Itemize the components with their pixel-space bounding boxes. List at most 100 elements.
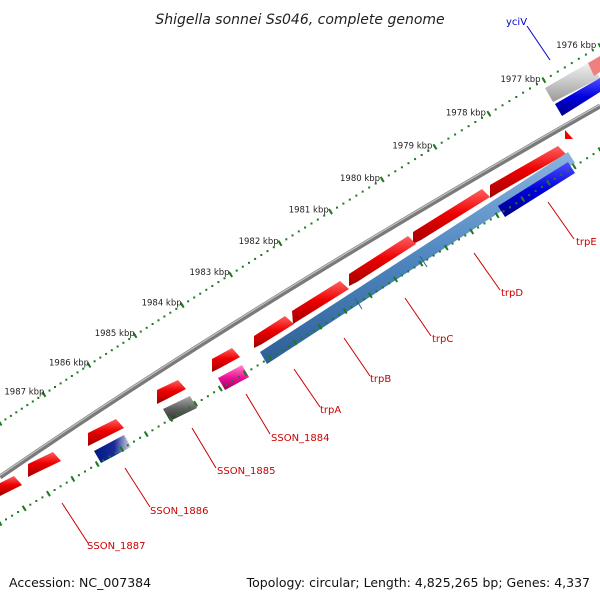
feature-divider xyxy=(419,255,428,268)
gene-label-trpB[interactable]: trpB xyxy=(370,374,391,385)
cds-arrow[interactable] xyxy=(292,281,349,324)
scale-dot xyxy=(300,337,303,340)
scale-dot xyxy=(163,421,166,424)
scale-dot xyxy=(139,436,142,439)
scale-dot xyxy=(414,158,417,161)
feature-salmon[interactable] xyxy=(588,56,600,76)
scale-dot xyxy=(26,404,29,407)
scale-dot xyxy=(454,133,457,136)
gene-label-trpC[interactable]: trpC xyxy=(432,334,453,345)
gene-label-SSON_1884[interactable]: SSON_1884 xyxy=(271,433,330,444)
scale-dot xyxy=(515,96,518,98)
genome-backbone-highlight xyxy=(0,103,600,476)
cds-arrow[interactable] xyxy=(88,419,124,446)
scale-dot xyxy=(432,254,435,257)
gene-label-trpE[interactable]: trpE xyxy=(576,237,597,248)
scale-dot xyxy=(200,399,203,401)
trp-operon-feature[interactable] xyxy=(260,152,575,364)
SSON_1886-feature[interactable] xyxy=(94,435,131,463)
scale-label: 1977 kbp xyxy=(501,75,541,85)
leader-trpB xyxy=(343,337,371,377)
scale-dot xyxy=(287,345,290,348)
SSON_1885-feature[interactable] xyxy=(163,396,197,421)
scale-dot xyxy=(355,194,358,197)
gene-label-SSON_1886[interactable]: SSON_1886 xyxy=(150,506,209,517)
scale-dot xyxy=(420,154,423,156)
scale-tick xyxy=(379,176,385,183)
cds-arrow[interactable] xyxy=(28,452,61,477)
scale-dot xyxy=(48,389,51,392)
scale-dot xyxy=(77,474,80,477)
cds-arrow[interactable] xyxy=(254,316,294,348)
scale-dot xyxy=(114,451,117,454)
scale-label: 1986 kbp xyxy=(49,358,89,368)
scale-dot xyxy=(361,190,364,193)
leader-trpC xyxy=(404,297,432,337)
scale-label: 1981 kbp xyxy=(289,206,329,216)
red-arrow-tip[interactable] xyxy=(565,130,573,139)
scale-dot xyxy=(337,313,340,316)
scale-dot xyxy=(323,214,326,217)
scale-dot xyxy=(331,317,334,320)
scale-dot xyxy=(584,53,587,56)
cds-arrow[interactable] xyxy=(490,146,566,198)
scale-tick xyxy=(0,421,3,427)
scale-dot xyxy=(438,250,441,253)
gene-label-SSON_1885[interactable]: SSON_1885 xyxy=(217,466,276,477)
scale-dot xyxy=(41,496,44,499)
scale-dot xyxy=(350,306,353,309)
scale-dot xyxy=(241,265,244,268)
yciV-region xyxy=(545,56,600,139)
leader-SSON_1885 xyxy=(191,427,217,469)
scale-dot xyxy=(102,459,105,462)
scale-tick xyxy=(342,307,348,315)
scale-dot xyxy=(591,49,594,52)
scale-dot xyxy=(248,261,250,264)
accession-label: Accession: NC_007384 xyxy=(9,575,152,590)
scale-tick xyxy=(328,208,333,215)
gene-labels: yciV trpE trpD trpC trpB trpA SSON_1884 … xyxy=(87,17,597,552)
leader-SSON_1887 xyxy=(61,502,89,544)
cds-arrow[interactable] xyxy=(413,189,490,244)
scale-tick xyxy=(277,240,283,247)
scale-dot xyxy=(108,455,111,458)
gene-label-SSON_1887[interactable]: SSON_1887 xyxy=(87,541,146,552)
scale-tick xyxy=(494,212,500,219)
gene-label-trpA[interactable]: trpA xyxy=(320,405,341,416)
scale-dot xyxy=(592,153,595,156)
cds-arrow[interactable] xyxy=(212,348,240,372)
feature-silver[interactable] xyxy=(545,62,600,102)
scale-dot xyxy=(59,382,62,385)
cds-arrow[interactable] xyxy=(349,236,416,286)
scale-label: 1985 kbp xyxy=(95,329,135,339)
scale-dot xyxy=(126,444,129,447)
scale-dot xyxy=(256,364,259,367)
gene-label-trpD[interactable]: trpD xyxy=(501,288,523,299)
scale-dot xyxy=(489,218,492,221)
gene-label-yciV[interactable]: yciV xyxy=(506,17,527,28)
scale-dot xyxy=(217,281,220,284)
scale-dot xyxy=(400,274,403,277)
scale-dot xyxy=(481,116,484,119)
scale-tick xyxy=(443,244,449,251)
leader-trpD xyxy=(473,252,501,291)
scale-tick xyxy=(393,276,399,283)
scale-dot xyxy=(116,345,119,348)
cds-arrow[interactable] xyxy=(157,380,186,404)
scale-dot xyxy=(9,414,12,417)
scale-dot xyxy=(342,202,345,205)
scale-dot xyxy=(502,210,505,213)
scale-dot xyxy=(90,466,93,469)
SSON_1884-feature[interactable] xyxy=(218,365,249,390)
yciV-feature[interactable] xyxy=(555,78,600,116)
scale-dot xyxy=(213,391,216,394)
scale-dot xyxy=(151,323,154,325)
scale-dot xyxy=(99,356,102,359)
cds-arrow[interactable] xyxy=(0,476,22,496)
scale-dot xyxy=(175,307,178,310)
scale-label: 1976 kbp xyxy=(556,41,596,51)
scale-tick xyxy=(520,196,526,203)
scale-dot xyxy=(297,230,300,233)
scale-dot xyxy=(474,121,477,123)
